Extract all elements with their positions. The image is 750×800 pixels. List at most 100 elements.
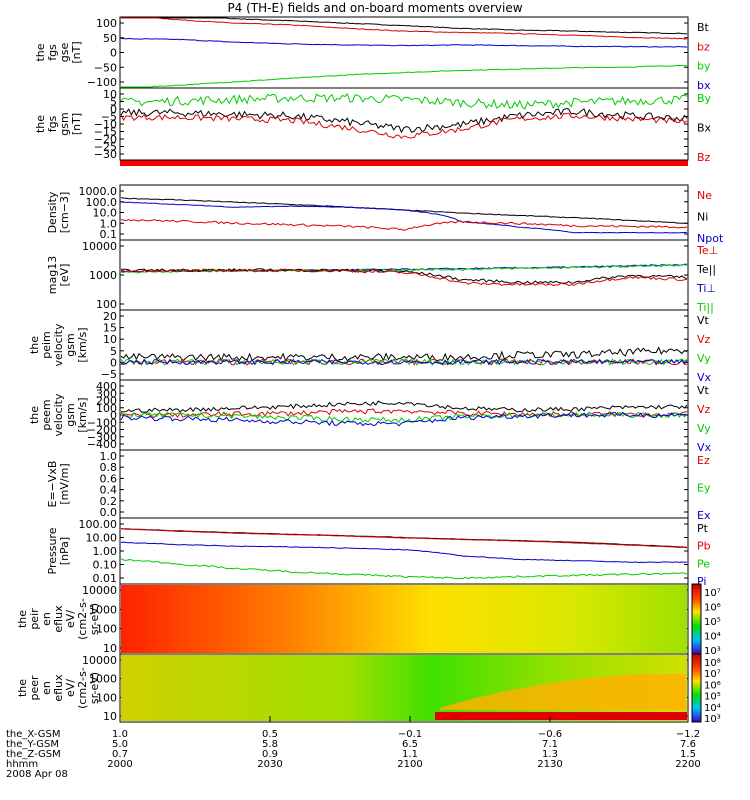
legend-Ni: Ni bbox=[697, 210, 708, 223]
y-tick-label: 0 bbox=[110, 356, 117, 369]
y-tick-label: 15 bbox=[103, 322, 117, 335]
y-tick-label: −5 bbox=[101, 368, 117, 381]
series-Pe bbox=[120, 558, 688, 580]
y-axis-label: the bbox=[28, 406, 41, 424]
y-tick-label: 10 bbox=[103, 710, 117, 723]
y-tick-label: −20 bbox=[94, 133, 117, 146]
series-by bbox=[121, 64, 688, 88]
panel-peer bbox=[119, 653, 702, 723]
x-row-value: 0.7 bbox=[112, 749, 128, 760]
colorbar-label: 10⁵ bbox=[704, 617, 721, 628]
panel-temp bbox=[119, 239, 689, 311]
y-tick-label: 10.00 bbox=[86, 532, 118, 545]
panel-vel_gsm2 bbox=[119, 379, 689, 451]
panel-frame bbox=[119, 309, 689, 381]
x-row-value: 0.9 bbox=[262, 749, 278, 760]
y-axis-label: [nT] bbox=[70, 113, 83, 135]
y-axis-label: gsm bbox=[58, 112, 71, 135]
y-tick-label: 0.6 bbox=[100, 472, 118, 485]
legend-Bt: Bt bbox=[697, 21, 710, 34]
x-row-value: 5.8 bbox=[262, 739, 278, 750]
y-tick-label: 20 bbox=[103, 310, 117, 323]
colorbar-label: 10⁷ bbox=[704, 588, 721, 599]
colorbar-label: 10⁵ bbox=[704, 692, 721, 703]
legend-Pe: Pe bbox=[697, 557, 710, 570]
y-axis-label: peer bbox=[28, 675, 41, 701]
colorbar-label: 10³ bbox=[704, 646, 721, 657]
panel-vel_gsm bbox=[119, 309, 689, 381]
x-row-value: −0.1 bbox=[398, 729, 422, 740]
y-axis-label: the bbox=[28, 336, 41, 354]
x-row-value: 2200 bbox=[675, 759, 700, 770]
legend-Ti||: Ti|| bbox=[696, 301, 714, 314]
y-tick-label: −50 bbox=[94, 61, 117, 74]
legend-Bx: Bx bbox=[697, 121, 712, 134]
legend-Pt: Pt bbox=[697, 522, 709, 535]
panel-pressure bbox=[119, 517, 689, 585]
panel-frame bbox=[119, 449, 689, 519]
legend-Vx: Vx bbox=[697, 371, 712, 384]
spectrogram-band bbox=[435, 712, 687, 720]
y-tick-label: 100 bbox=[96, 17, 117, 30]
y-axis-label: [mV/m] bbox=[58, 463, 71, 504]
y-axis-label: sr-eV) bbox=[88, 672, 101, 704]
series-Vy bbox=[120, 411, 688, 424]
series-bx bbox=[120, 37, 688, 48]
y-tick-label: 10000 bbox=[82, 240, 117, 253]
legend-Vx: Vx bbox=[697, 441, 712, 454]
y-tick-label: 100.00 bbox=[79, 518, 118, 531]
y-tick-label: −10 bbox=[94, 118, 117, 131]
panel-frame bbox=[119, 16, 689, 89]
colorbar-label: 10⁷ bbox=[704, 669, 721, 680]
series-Te bbox=[120, 268, 688, 287]
y-axis-label: en bbox=[40, 612, 53, 626]
y-axis-label: sr-eV) bbox=[88, 603, 101, 635]
legend-Vt: Vt bbox=[697, 384, 710, 397]
y-tick-label: 0.1 bbox=[100, 228, 118, 241]
y-axis-label: [eV] bbox=[58, 264, 71, 287]
y-tick-label: 0.8 bbox=[100, 461, 118, 474]
y-axis-label: [cm−3] bbox=[58, 192, 71, 234]
legend-Vy: Vy bbox=[697, 422, 711, 435]
panel-frame bbox=[119, 184, 689, 241]
y-axis-label: the bbox=[16, 679, 29, 697]
y-axis-label: gse bbox=[58, 43, 71, 63]
x-row-label: the_Z-GSM bbox=[6, 749, 61, 760]
legend-Ex: Ex bbox=[697, 509, 711, 522]
y-tick-label: 5 bbox=[110, 96, 117, 109]
y-axis-label: fgs bbox=[46, 44, 59, 61]
series-bz bbox=[121, 17, 688, 40]
y-tick-label: 100 bbox=[96, 298, 117, 311]
panel-peir bbox=[119, 583, 702, 655]
y-tick-label: 1000 bbox=[89, 673, 117, 686]
y-axis-label: [nPa] bbox=[58, 537, 71, 565]
y-tick-label: 0.10 bbox=[93, 559, 118, 572]
x-row-value: −0.6 bbox=[538, 729, 562, 740]
y-tick-label: 10 bbox=[103, 88, 117, 101]
x-row-label: the_Y-GSM bbox=[6, 739, 59, 750]
y-axis-label: mag13 bbox=[46, 256, 59, 294]
y-axis-label: velocity bbox=[52, 323, 65, 366]
series-Ne bbox=[120, 218, 688, 231]
y-tick-label: 10 bbox=[103, 642, 117, 655]
y-axis-label: [km/s] bbox=[76, 397, 89, 432]
y-tick-label: 200 bbox=[96, 395, 117, 408]
series-Vt bbox=[121, 400, 688, 413]
legend-Ez: Ez bbox=[697, 454, 710, 467]
legend-Vz: Vz bbox=[697, 333, 711, 346]
y-axis-label: E=−VxB bbox=[46, 461, 59, 508]
x-row-value: 0.5 bbox=[262, 729, 278, 740]
y-tick-label: 10 bbox=[103, 333, 117, 346]
y-tick-label: −300 bbox=[87, 431, 117, 444]
y-axis-label: peir bbox=[28, 608, 41, 630]
x-row-value: 2030 bbox=[257, 759, 282, 770]
separator-stripe bbox=[120, 160, 688, 166]
series-Pi bbox=[120, 541, 688, 564]
colorbar-label: 10⁸ bbox=[704, 658, 721, 669]
x-row-value: 1.5 bbox=[680, 749, 696, 760]
y-axis-label: velocity bbox=[52, 393, 65, 436]
y-tick-label: 0.2 bbox=[100, 495, 118, 508]
y-tick-label: 300 bbox=[96, 387, 117, 400]
y-tick-label: −5 bbox=[101, 111, 117, 124]
legend-bx: bx bbox=[697, 79, 711, 92]
